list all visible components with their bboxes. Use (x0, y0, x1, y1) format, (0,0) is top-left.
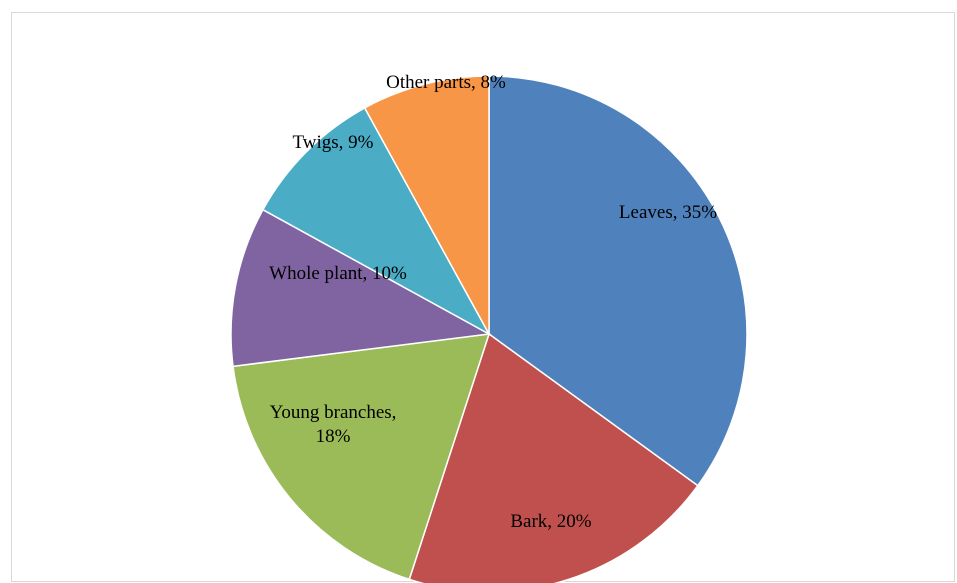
pie-labels: Leaves, 35% Bark, 20% Young branches, 18% Wh… (269, 72, 717, 532)
pie-slice-other-parts (363, 75, 490, 335)
slice-label-twigs: Twigs, 9% (292, 132, 373, 153)
pie-slice-leaves (488, 75, 748, 487)
slice-label-bark: Bark, 20% (510, 511, 591, 532)
pie-slice-whole-plant (230, 208, 492, 368)
pie-slice-young-branches (232, 333, 491, 581)
pie-slice-twigs (261, 106, 491, 336)
pie-slices (230, 75, 748, 583)
slice-label-young-branches: Young branches, 18% (270, 402, 397, 447)
slice-label-leaves: Leaves, 35% (619, 202, 717, 223)
slice-label-whole-plant: Whole plant, 10% (269, 263, 407, 284)
pie-slice-bark (408, 332, 699, 583)
slice-label-other-parts: Other parts, 8% (386, 72, 506, 93)
